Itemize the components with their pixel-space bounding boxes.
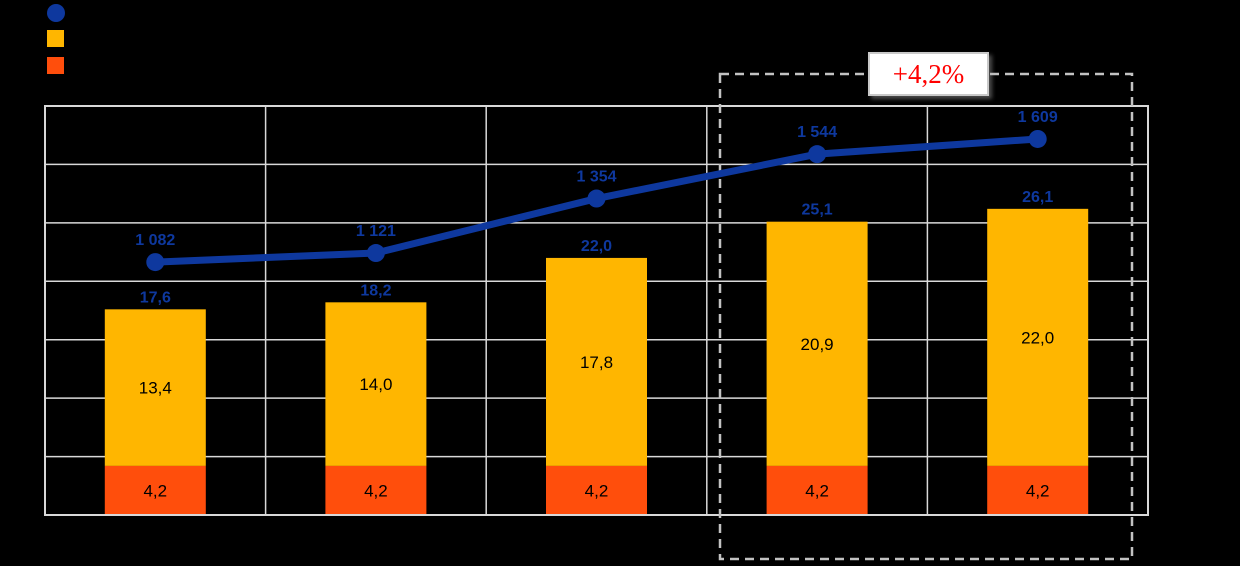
plot-border [44,105,1149,516]
orange-bar-segment [766,465,868,514]
bar-total-label: 26,1 [1022,189,1053,206]
legend-orange-series-icon [47,57,64,74]
line-value-label: 1 609 [1018,109,1058,126]
legend-yellow-series-icon [47,30,64,47]
orange-segment-label: 4,2 [143,481,167,500]
line-value-label: 1 121 [356,223,396,240]
yellow-bar-segment [325,302,427,466]
chart-legend [0,0,80,90]
line-data-marker [146,253,165,272]
yellow-segment-label: 14,0 [359,375,392,394]
orange-segment-label: 4,2 [805,481,829,500]
yellow-bar-segment [104,309,206,466]
orange-segment-label: 4,2 [585,481,609,500]
growth-annotation-label: +4,2% [892,58,965,89]
yellow-bar-segment [987,208,1089,466]
yellow-segment-label: 17,8 [580,353,613,372]
growth-annotation-box: +4,2% [868,52,989,96]
bar-total-label: 25,1 [802,202,833,219]
orange-segment-label: 4,2 [1026,481,1050,500]
highlight-dashed-box [718,72,1134,561]
bar-total-label: 22,0 [581,238,612,255]
legend-line-series-icon [47,4,65,22]
orange-bar-segment [546,465,647,514]
bar-total-label: 17,6 [140,289,171,306]
yellow-bar-segment [766,221,868,466]
yellow-segment-label: 13,4 [139,379,172,398]
orange-segment-label: 4,2 [364,481,388,500]
yellow-segment-label: 22,0 [1021,328,1054,347]
line-data-marker [587,189,606,208]
yellow-segment-label: 20,9 [801,335,834,354]
line-data-marker [808,145,827,164]
orange-bar-segment [104,465,206,514]
bar-total-label: 18,2 [360,282,391,299]
yellow-bar-segment [546,257,647,466]
orange-bar-segment [325,465,427,514]
line-data-marker [366,244,385,263]
line-data-marker [1028,129,1047,148]
line-value-label: 1 544 [797,124,837,141]
orange-bar-segment [987,465,1089,514]
line-value-label: 1 082 [135,232,175,249]
line-value-label: 1 354 [576,169,616,186]
